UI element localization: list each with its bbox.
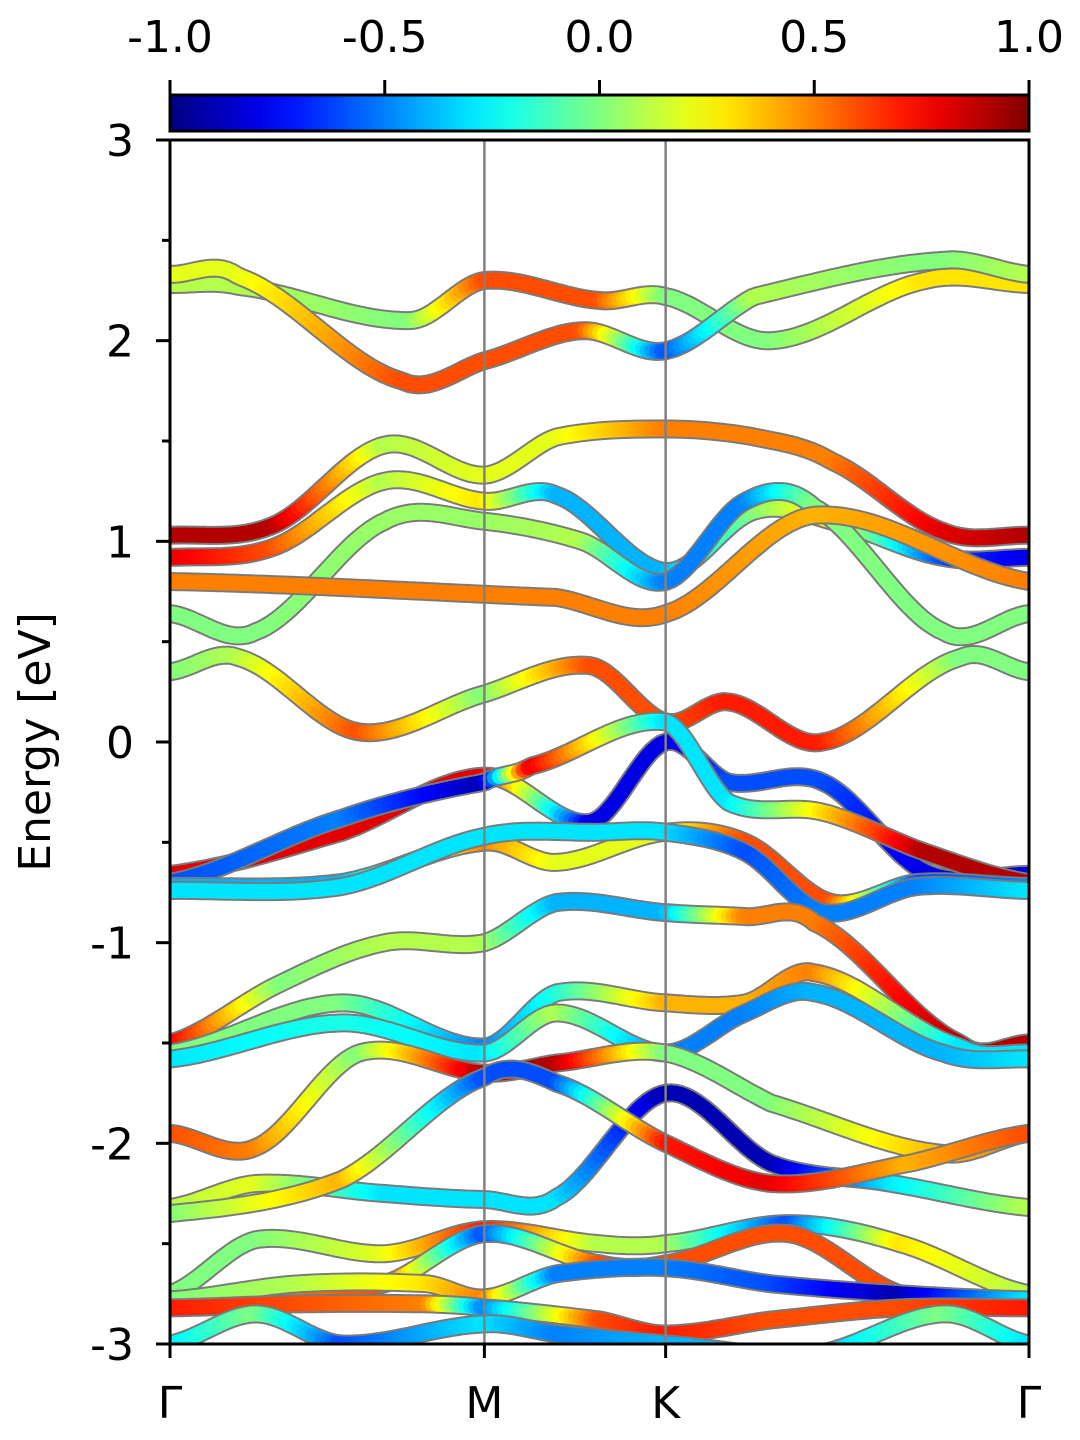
band-segment xyxy=(814,1353,819,1354)
band-segment xyxy=(810,1354,815,1355)
band-segment xyxy=(732,1343,735,1344)
band-segment xyxy=(719,1342,732,1344)
band-segment xyxy=(703,1341,720,1344)
band-segment xyxy=(738,1352,743,1353)
colorbar-gradient xyxy=(168,93,1031,133)
band-segment xyxy=(693,1339,711,1344)
band-segment xyxy=(832,1339,850,1344)
band-segment xyxy=(743,1352,748,1353)
plot-area: 3 2 1 0 -1 -2 -3 Γ M K Γ Energy [eV] xyxy=(10,116,1042,1429)
band-segment xyxy=(827,1343,830,1344)
band-3 xyxy=(170,419,1029,548)
y-tick-label: 2 xyxy=(106,317,134,368)
band-segment xyxy=(708,1341,724,1344)
band-1 xyxy=(170,250,1029,395)
x-tick-label: M xyxy=(465,1378,503,1429)
band-16 xyxy=(170,1059,1029,1224)
y-tick-label: 1 xyxy=(106,517,134,568)
band-segment xyxy=(747,1353,752,1354)
band-segment xyxy=(683,1338,702,1344)
band-10 xyxy=(170,821,1029,923)
band-19 xyxy=(170,1257,1029,1310)
x-tick-label: Γ xyxy=(158,1378,183,1429)
y-axis-ticks: 3 2 1 0 -1 -2 -3 xyxy=(90,116,170,1371)
y-tick-label: -3 xyxy=(90,1320,134,1371)
band-segment xyxy=(714,1342,728,1344)
band-segment xyxy=(836,1337,856,1344)
band-4 xyxy=(170,482,1029,647)
band-segment xyxy=(819,1353,824,1354)
bands xyxy=(170,250,1029,1355)
colorbar-tick-label: -0.5 xyxy=(342,12,428,63)
band-segment xyxy=(827,1342,838,1344)
y-tick-label: 0 xyxy=(106,718,134,769)
colorbar-tick-label: -1.0 xyxy=(127,12,213,63)
band-segment xyxy=(698,1340,716,1344)
band-segment xyxy=(678,1338,698,1344)
colorbar-tick-label: 0.5 xyxy=(779,12,849,63)
colorbar-tick-label: 0.0 xyxy=(565,12,635,63)
band-segment xyxy=(829,1341,844,1344)
band-segment xyxy=(688,1339,707,1344)
colorbar-ticks: -1.0 -0.5 0.0 0.5 1.0 xyxy=(127,12,1064,95)
y-tick-label: -2 xyxy=(90,1119,134,1170)
colorbar: -1.0 -0.5 0.0 0.5 1.0 xyxy=(127,12,1064,133)
x-tick-label: K xyxy=(651,1378,681,1429)
y-axis-label: Energy [eV] xyxy=(10,612,61,872)
y-tick-label: 3 xyxy=(106,116,134,167)
band-segment xyxy=(725,1343,735,1344)
band-8 xyxy=(170,711,1029,892)
x-tick-label: Γ xyxy=(1017,1378,1042,1429)
colorbar-tick-label: 1.0 xyxy=(994,12,1064,63)
band-6 xyxy=(170,644,1029,753)
y-tick-label: -1 xyxy=(90,919,134,970)
